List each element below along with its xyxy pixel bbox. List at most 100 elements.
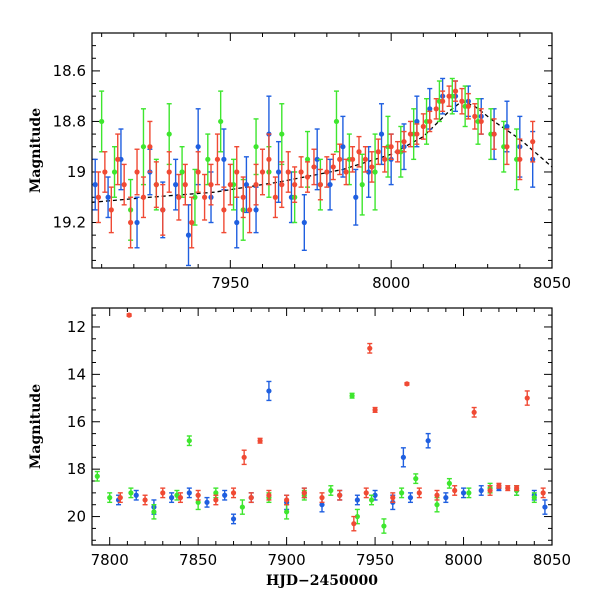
top-series-2-point (317, 168, 323, 201)
top-series-2-point (356, 135, 362, 168)
data-point-marker (427, 106, 433, 112)
top-series-2-point (153, 161, 159, 209)
data-point-marker (117, 495, 123, 501)
y-tick-label: 12 (67, 318, 86, 336)
data-point-marker (147, 144, 153, 150)
data-point-marker (253, 182, 259, 188)
data-point-marker (504, 123, 510, 130)
top-data-points (92, 77, 536, 267)
bottom-series-2-point (257, 437, 263, 444)
bottom-series-2-point (372, 406, 378, 413)
x-tick-label: 8050 (533, 274, 571, 292)
data-point-marker (285, 169, 291, 175)
bottom-series-0-point (407, 492, 414, 504)
top-series-2-point (140, 176, 147, 219)
data-point-marker (102, 169, 108, 175)
data-point-marker (319, 502, 325, 508)
data-point-marker (372, 492, 378, 498)
top-series-0-point (378, 103, 385, 166)
top-series-2-point (465, 92, 471, 120)
data-point-marker (382, 156, 388, 162)
data-point-marker (414, 118, 420, 125)
top-series-0-point (185, 204, 192, 267)
top-series-2-point (349, 146, 356, 173)
top-series-2-point (324, 156, 330, 188)
bottom-series-2-point (416, 487, 422, 499)
data-point-marker (413, 476, 419, 482)
data-point-marker (443, 495, 449, 501)
data-point-marker (230, 516, 237, 522)
data-point-marker (142, 497, 148, 503)
top-series-2-point (195, 151, 201, 193)
data-point-marker (204, 499, 210, 505)
data-point-marker (186, 490, 192, 496)
top-series-2-point (337, 143, 343, 176)
top-series-2-point (279, 161, 285, 209)
top-series-2-point (234, 146, 240, 198)
top-series-2-point (253, 163, 259, 206)
data-point-marker (487, 487, 493, 494)
data-point-marker (128, 490, 134, 496)
top-series-2-point (433, 97, 439, 120)
top-series-0-point (366, 146, 372, 198)
data-point-marker (115, 156, 121, 162)
top-series-2-point (128, 196, 134, 249)
bottom-series-0-point (425, 432, 431, 449)
data-point-marker (134, 169, 140, 175)
bottom-series-1-point (413, 473, 419, 485)
top-series-0-point (92, 158, 98, 211)
data-point-marker (186, 438, 192, 444)
data-point-marker (372, 407, 378, 413)
top-series-2-point (452, 80, 459, 102)
top-series-0-point (327, 158, 333, 211)
data-point-marker (362, 156, 369, 162)
top-series-2-point (201, 173, 208, 221)
data-point-marker (160, 207, 166, 213)
top-series-2-point (362, 146, 369, 173)
top-series-2-point (108, 186, 114, 234)
bottom-series-1-point (128, 487, 134, 499)
data-point-marker (434, 492, 440, 498)
data-point-marker (166, 169, 172, 175)
top-series-2-point (221, 186, 227, 234)
data-point-marker (530, 139, 536, 145)
bottom-series-1-point (186, 435, 192, 447)
bottom-series-2-point (452, 485, 458, 496)
y-tick-label: 19 (67, 163, 86, 181)
data-point-marker (351, 521, 357, 527)
bottom-series-2-point (434, 489, 440, 501)
data-point-marker (363, 490, 369, 496)
data-point-marker (496, 483, 502, 489)
data-point-marker (304, 156, 311, 162)
data-point-marker (337, 156, 343, 162)
top-series-2-point (472, 103, 478, 130)
data-point-marker (173, 182, 179, 188)
bottom-series-2-point (142, 494, 148, 506)
data-point-marker (388, 144, 394, 150)
bottom-series-2-point (363, 487, 369, 499)
top-series-1-point (218, 90, 224, 153)
data-point-marker (472, 113, 478, 119)
bottom-series-2-point (540, 487, 546, 499)
top-series-2-point (214, 133, 221, 186)
bottom-series-0-point (443, 492, 449, 504)
top-series-2-point (266, 133, 272, 186)
data-point-marker (367, 345, 373, 351)
data-point-marker (340, 144, 346, 150)
data-point-marker (491, 131, 497, 137)
top-series-1-point (359, 153, 365, 216)
top-series-2-point (414, 123, 420, 145)
top-series-1-point (279, 103, 285, 166)
data-point-marker (105, 194, 111, 200)
bottom-series-2-point (487, 485, 493, 496)
bottom-series-2-point (248, 492, 254, 504)
data-point-marker (279, 131, 285, 137)
top-series-2-point (440, 90, 446, 113)
top-series-2-point (343, 158, 349, 186)
data-point-marker (446, 480, 452, 486)
bottom-series-2-point (160, 487, 166, 499)
bottom-series-2-point (230, 487, 237, 499)
data-point-marker (107, 495, 113, 501)
data-point-marker (317, 182, 323, 188)
top-series-2-point (272, 176, 278, 219)
